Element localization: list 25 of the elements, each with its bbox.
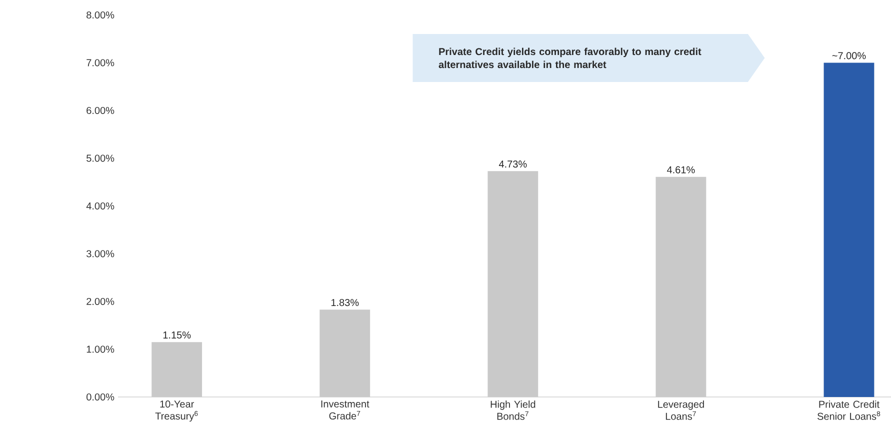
bar	[656, 176, 706, 397]
y-tick-label: 8.00%	[86, 11, 114, 19]
x-tick-label: Private Credit Senior Loans$^{8}$	[817, 400, 880, 420]
data-label: 1.83%	[331, 298, 359, 306]
bar	[824, 62, 874, 397]
x-tick-label: Investment Grade$^{7}$	[321, 400, 370, 420]
y-tick-label: 7.00%	[86, 59, 114, 66]
y-tick-label: 5.00%	[86, 154, 114, 162]
data-label: 1.15%	[163, 331, 191, 339]
bar	[152, 342, 202, 397]
y-tick-label: 1.00%	[86, 346, 114, 353]
data-label: 4.73%	[498, 160, 527, 168]
data-label: 4.61%	[667, 166, 695, 174]
y-tick-label: 0.00%	[86, 393, 114, 401]
bar	[488, 171, 538, 397]
y-tick-label: 6.00%	[86, 106, 114, 114]
y-tick-label: 4.00%	[86, 202, 114, 210]
bar	[320, 310, 370, 397]
data-label: ~7.00%	[832, 52, 866, 60]
x-tick-label: High Yield Bonds$^{7}$	[490, 400, 536, 420]
x-tick-label: 10-Year Treasury$^{6}$	[155, 400, 198, 422]
y-tick-label: 3.00%	[86, 250, 114, 258]
annotation: Private Credit yields compare favorably to many credit alternatives available in the market	[438, 48, 702, 68]
y-tick-label: 2.00%	[86, 298, 114, 306]
x-tick-label: Leveraged Loans$^{7}$	[658, 400, 704, 420]
